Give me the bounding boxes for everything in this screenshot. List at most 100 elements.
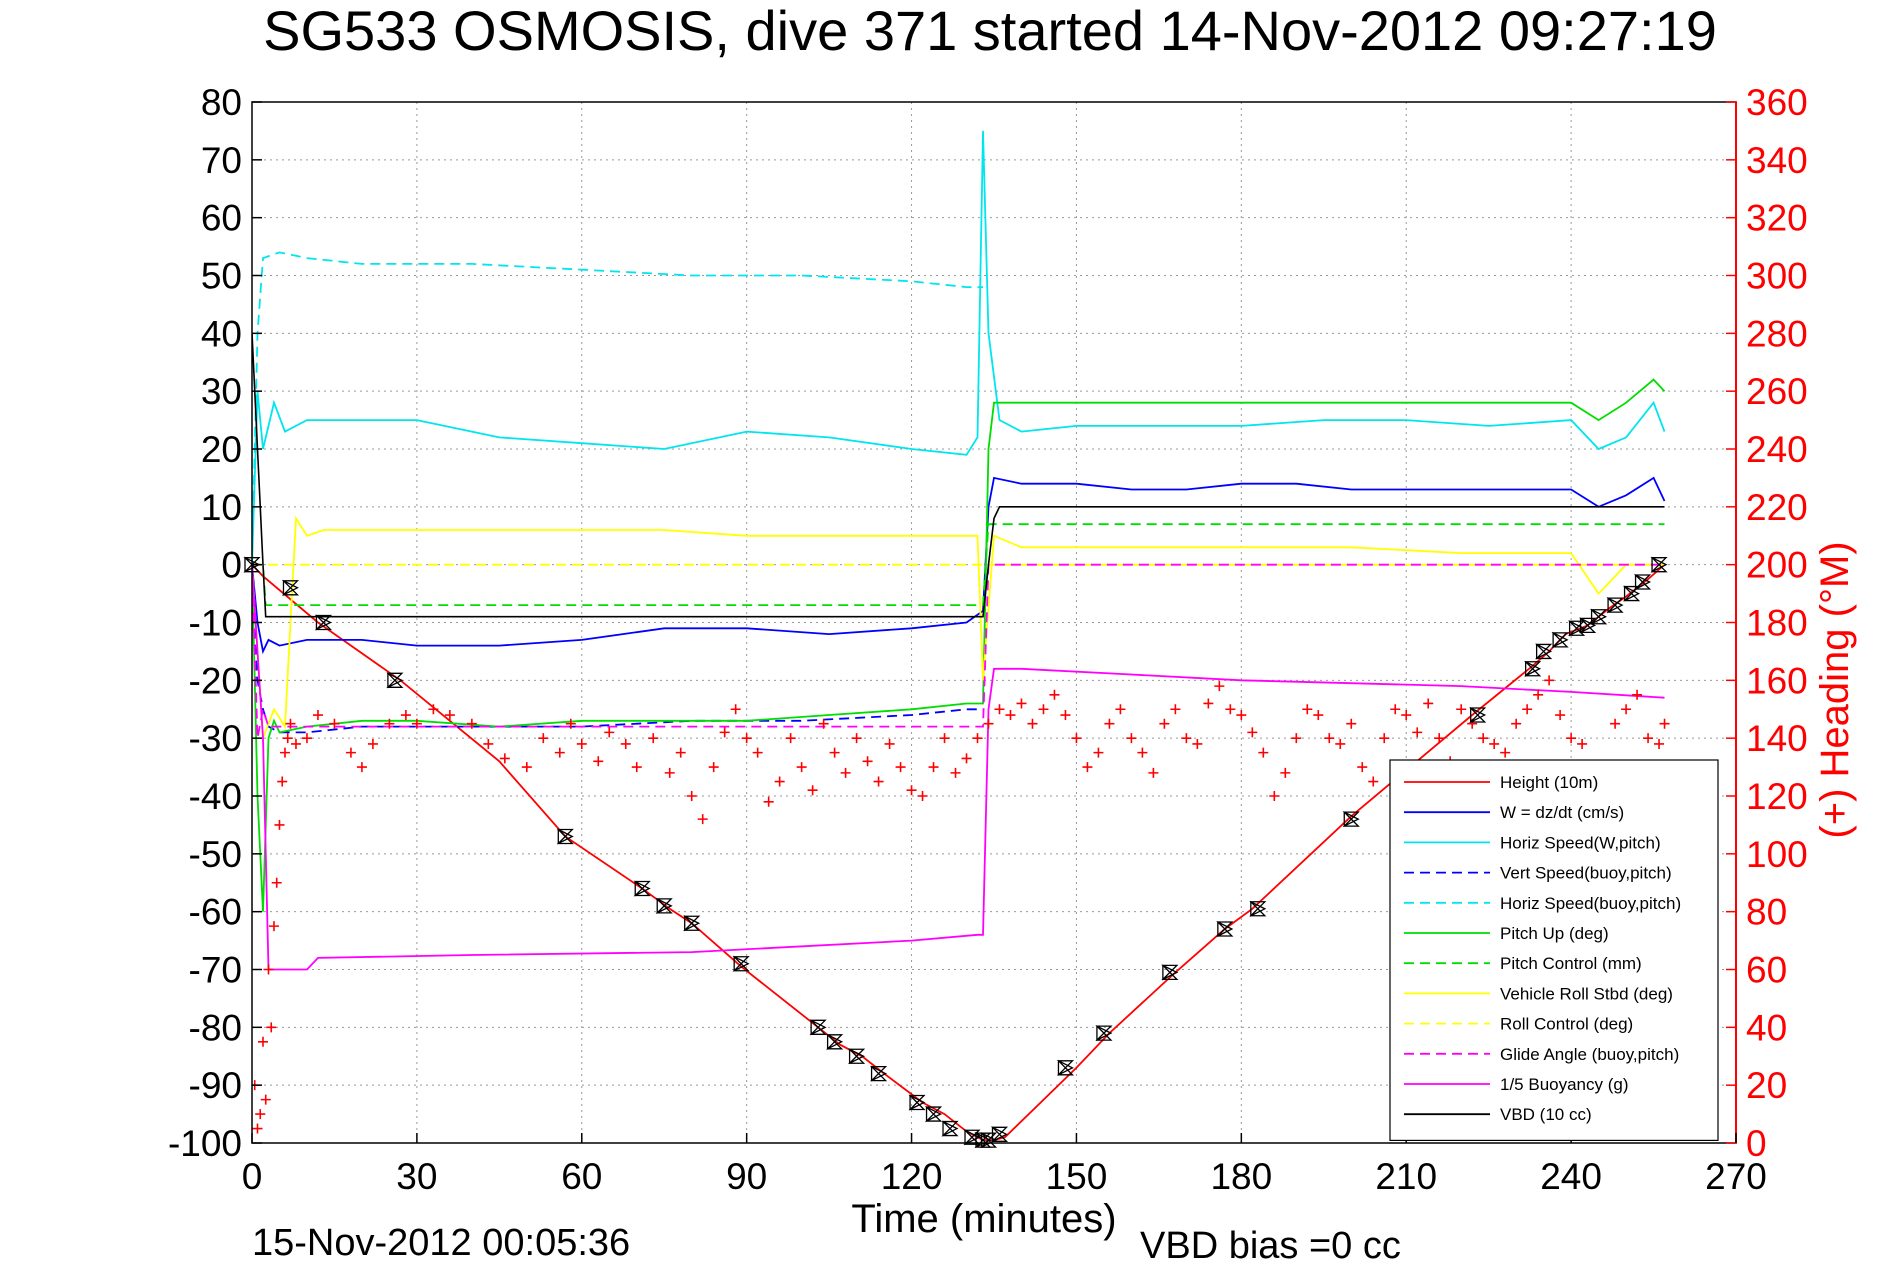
x-tick-label: 180 xyxy=(1210,1156,1272,1197)
dive-marker xyxy=(386,672,404,689)
y-tick-label: -80 xyxy=(189,1007,242,1048)
heading-point xyxy=(620,738,631,749)
y2-tick-label: 300 xyxy=(1746,256,1808,297)
dive-marker xyxy=(683,915,701,932)
dive-marker xyxy=(1535,643,1553,660)
y-tick-label: 50 xyxy=(201,256,242,297)
dive-marker xyxy=(1342,811,1360,828)
x-tick-label: 0 xyxy=(242,1156,263,1197)
heading-point xyxy=(279,747,290,758)
heading-point xyxy=(1621,704,1632,715)
heading-point xyxy=(1225,704,1236,715)
series-line-9 xyxy=(252,563,1665,739)
heading-point xyxy=(538,733,549,744)
heading-point xyxy=(972,733,983,744)
y2-tick-label: 260 xyxy=(1746,371,1808,412)
legend-label-3: Vert Speed(buoy,pitch) xyxy=(1500,864,1672,883)
heading-point xyxy=(664,767,675,778)
heading-point xyxy=(840,767,851,778)
y2-tick-label: 220 xyxy=(1746,487,1808,528)
legend-label-4: Horiz Speed(buoy,pitch) xyxy=(1500,894,1681,913)
y2-tick-label: 120 xyxy=(1746,776,1808,817)
heading-point xyxy=(1302,704,1313,715)
series-line-5 xyxy=(252,378,1666,912)
heading-point xyxy=(1005,710,1016,721)
heading-point xyxy=(1412,727,1423,738)
heading-point xyxy=(1522,704,1533,715)
dive-marker xyxy=(1606,597,1624,614)
heading-point xyxy=(1203,698,1214,709)
heading-point xyxy=(1533,689,1544,700)
heading-point xyxy=(774,776,785,787)
y2-tick-label: 80 xyxy=(1746,892,1787,933)
dive-marker xyxy=(1095,1025,1113,1042)
heading-point xyxy=(444,710,455,721)
y-tick-label: 40 xyxy=(201,313,242,354)
heading-point xyxy=(576,738,587,749)
heading-point xyxy=(329,718,340,729)
heading-point xyxy=(862,756,873,767)
heading-point xyxy=(708,762,719,773)
heading-point xyxy=(466,718,477,729)
dive-marker xyxy=(809,1019,827,1036)
y-tick-label: -90 xyxy=(189,1065,242,1106)
heading-point xyxy=(521,762,532,773)
footer-vbd-bias: VBD bias =0 cc xyxy=(1140,1225,1401,1262)
heading-point xyxy=(1500,747,1511,758)
heading-point xyxy=(939,733,950,744)
x-axis-label: Time (minutes) xyxy=(851,1197,1116,1241)
dive-marker xyxy=(963,1129,981,1146)
dive-marker xyxy=(924,1106,943,1123)
heading-point xyxy=(1159,718,1170,729)
x-tick-label: 210 xyxy=(1375,1156,1437,1197)
heading-point xyxy=(1269,791,1280,801)
heading-point xyxy=(277,776,288,787)
heading-point xyxy=(829,747,840,758)
heading-point xyxy=(483,738,494,749)
heading-point xyxy=(1060,710,1071,721)
heading-point xyxy=(268,921,279,932)
heading-point xyxy=(1027,718,1038,729)
heading-point xyxy=(1555,710,1566,721)
dive-marker xyxy=(941,1120,959,1137)
heading-point xyxy=(367,738,378,749)
legend-label-9: Glide Angle (buoy,pitch) xyxy=(1500,1045,1679,1064)
heading-point xyxy=(1489,738,1500,749)
heading-point xyxy=(719,727,730,738)
y-tick-label: 20 xyxy=(201,429,242,470)
heading-point xyxy=(796,762,807,773)
heading-point xyxy=(1357,762,1368,773)
y-tick-label: -30 xyxy=(189,718,242,759)
heading-point xyxy=(873,776,884,787)
series-line-2 xyxy=(252,130,1666,565)
legend-label-0: Height (10m) xyxy=(1500,773,1598,792)
heading-point xyxy=(1016,698,1027,709)
heading-point xyxy=(928,762,939,773)
y-tick-label: 0 xyxy=(221,545,242,586)
series-line-7 xyxy=(252,515,1665,739)
heading-point xyxy=(1115,704,1126,715)
heading-point xyxy=(1456,704,1467,715)
heading-point xyxy=(1236,710,1247,721)
legend-label-8: Roll Control (deg) xyxy=(1500,1015,1633,1034)
heading-point xyxy=(1214,681,1225,692)
heading-point xyxy=(411,718,422,729)
dive-marker xyxy=(1551,631,1569,648)
dive-marker xyxy=(1524,660,1542,677)
heading-point xyxy=(345,747,356,758)
heading-point xyxy=(1659,718,1670,729)
y-tick-label: -100 xyxy=(168,1123,242,1164)
heading-point xyxy=(1478,733,1489,744)
legend-label-2: Horiz Speed(W,pitch) xyxy=(1500,833,1661,852)
dive-marker xyxy=(655,897,673,914)
heading-point xyxy=(285,718,296,729)
heading-point xyxy=(675,747,686,758)
heading-point xyxy=(697,814,708,825)
dive-marker xyxy=(314,614,333,631)
heading-point xyxy=(266,1022,277,1033)
heading-point xyxy=(785,733,796,744)
heading-point xyxy=(384,718,395,729)
y-tick-label: -20 xyxy=(189,660,242,701)
heading-point xyxy=(1335,738,1346,749)
heading-point xyxy=(1093,747,1104,758)
